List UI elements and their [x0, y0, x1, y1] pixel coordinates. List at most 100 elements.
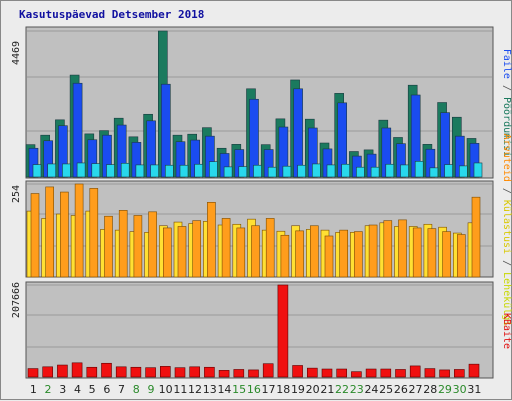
x-tick-label: 6	[103, 383, 110, 396]
x-axis-labels: 1 2 3 4 5 6 7 8 9 10 11 12 13 14 15 16 17 18 19 20 21 22 23 24 2…	[30, 383, 482, 396]
bar-lehekülgi	[297, 164, 306, 178]
bar-kbaite	[292, 365, 303, 378]
bar-kbaite	[218, 370, 230, 378]
bar-kbaite	[189, 366, 200, 378]
top-panel-legend: Faile / Pöördumisi	[501, 49, 512, 157]
bar-arvuteid	[427, 228, 437, 278]
bar-lehekülgi	[91, 163, 101, 178]
bar-kbaite	[130, 366, 142, 378]
bottom-panel-max-label: 207666	[11, 282, 22, 318]
bar-arvuteid	[74, 183, 84, 278]
bar-kbaite	[27, 368, 39, 378]
bar-kbaite	[57, 364, 68, 378]
bar-lehekülgi	[267, 166, 277, 178]
bar-arvuteid	[280, 234, 290, 278]
bar-lehekülgi	[341, 163, 351, 178]
x-tick-label: 22	[335, 383, 349, 396]
bar-arvuteid	[368, 224, 378, 278]
legend-separator: /	[501, 254, 512, 272]
bar-lehekülgi	[209, 161, 218, 178]
bottom-panel-legend: KBaite	[501, 313, 512, 349]
bar-kbaite	[174, 367, 186, 378]
legend-entry: Pöördumisi	[501, 97, 512, 157]
bar-kbaite	[336, 368, 348, 378]
bar-kbaite	[306, 367, 318, 378]
bar-arvuteid	[192, 220, 201, 278]
legend-entry: Faile	[501, 49, 512, 79]
bar-lehekülgi	[282, 165, 292, 178]
x-tick-label: 16	[247, 383, 261, 396]
bar-lehekülgi	[429, 167, 439, 178]
x-tick-label: 12	[188, 383, 202, 396]
bar-kbaite	[160, 366, 171, 378]
bar-arvuteid	[339, 229, 349, 278]
bar-arvuteid	[456, 234, 466, 278]
bar-kbaite	[42, 366, 54, 378]
bar-kbaite	[453, 369, 465, 378]
bar-lehekülgi	[238, 166, 248, 178]
x-tick-label: 18	[276, 383, 290, 396]
bar-lehekülgi	[253, 164, 262, 178]
bar-lehekülgi	[400, 164, 409, 178]
x-tick-label: 21	[320, 383, 334, 396]
bar-lehekülgi	[458, 165, 468, 178]
mid-panel-legend: Arvuteid / Külastusi / Lehekülgi	[501, 134, 512, 327]
bar-kbaite	[277, 284, 289, 378]
bar-kbaite	[351, 371, 362, 378]
x-tick-label: 23	[350, 383, 364, 396]
bar-lehekülgi	[194, 163, 203, 178]
x-tick-label: 13	[203, 383, 217, 396]
bar-kbaite	[409, 365, 421, 378]
bar-arvuteid	[30, 193, 40, 278]
x-tick-label: 24	[364, 383, 378, 396]
x-tick-label: 4	[74, 383, 81, 396]
bar-arvuteid	[442, 231, 451, 278]
bar-arvuteid	[383, 220, 393, 278]
x-tick-label: 14	[217, 383, 231, 396]
bar-lehekülgi	[76, 162, 86, 178]
bar-arvuteid	[133, 215, 143, 278]
bar-arvuteid	[354, 231, 363, 278]
x-tick-label: 28	[423, 383, 437, 396]
bar-arvuteid	[60, 191, 69, 278]
bar-lehekülgi	[32, 164, 42, 178]
bar-arvuteid	[163, 227, 172, 278]
chart-title: Kasutuspäevad Detsember 2018	[19, 8, 204, 21]
bar-kbaite	[233, 369, 245, 378]
x-tick-label: 26	[394, 383, 408, 396]
bar-kbaite	[365, 368, 377, 378]
top-panel-max-label: 4469	[11, 41, 22, 65]
bar-kbaite	[115, 366, 127, 378]
bar-kbaite	[204, 366, 215, 378]
bar-lehekülgi	[385, 163, 395, 178]
mid-panel-max-label: 254	[11, 185, 22, 203]
bar-arvuteid	[324, 235, 334, 278]
bar-kbaite	[424, 368, 436, 378]
bar-arvuteid	[309, 225, 319, 278]
bar-arvuteid	[236, 227, 246, 278]
x-tick-label: 31	[467, 383, 481, 396]
bar-lehekülgi	[326, 164, 336, 178]
bars	[25, 30, 483, 378]
x-tick-label: 10	[159, 383, 173, 396]
bar-lehekülgi	[223, 166, 233, 178]
x-tick-label: 5	[89, 383, 96, 396]
bar-kbaite	[262, 363, 274, 378]
legend-entry: Arvuteid	[501, 134, 512, 182]
bar-lehekülgi	[179, 164, 189, 178]
bar-arvuteid	[89, 188, 99, 278]
bar-lehekülgi	[414, 161, 424, 178]
bar-lehekülgi	[165, 164, 174, 178]
bar-kbaite	[439, 369, 450, 378]
bar-kbaite	[380, 368, 392, 378]
bar-kbaite	[145, 367, 156, 378]
bar-kbaite	[395, 369, 406, 378]
bar-arvuteid	[118, 210, 128, 278]
bar-arvuteid	[45, 186, 55, 278]
bar-lehekülgi	[135, 164, 145, 178]
x-tick-label: 7	[118, 383, 125, 396]
x-tick-label: 2	[45, 383, 52, 396]
x-tick-label: 3	[59, 383, 66, 396]
x-tick-label: 27	[409, 383, 423, 396]
